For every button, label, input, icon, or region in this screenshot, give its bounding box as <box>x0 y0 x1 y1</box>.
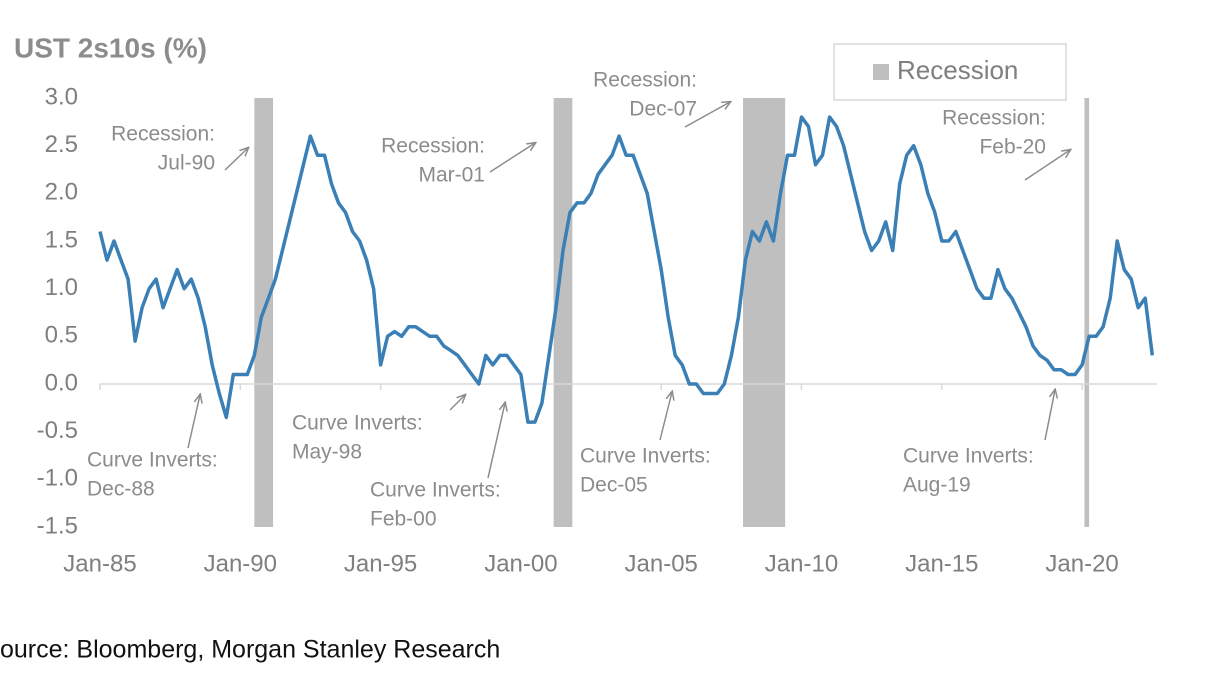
annotation-arrow <box>1044 390 1055 441</box>
annotation-arrow <box>489 143 535 173</box>
annotation: Recession: <box>942 107 1046 130</box>
annotation: Recession: <box>381 135 485 158</box>
annotation: Dec-07 <box>629 98 697 121</box>
legend-swatch <box>873 64 889 80</box>
legend-label: Recession <box>897 55 1018 85</box>
annotation: Curve Inverts: <box>87 449 218 472</box>
x-tick-label: Jan-95 <box>344 550 417 577</box>
annotation-arrow <box>487 403 505 479</box>
annotation: Curve Inverts: <box>903 445 1034 468</box>
annotation: Feb-20 <box>979 136 1046 159</box>
annotation: Dec-05 <box>580 474 648 497</box>
annotation-arrow <box>684 102 730 128</box>
y-tick-label: 0.0 <box>45 369 78 396</box>
annotation: Aug-19 <box>903 474 971 497</box>
x-tick-label: Jan-15 <box>905 550 978 577</box>
y-tick-label: -0.5 <box>37 417 78 444</box>
annotation: Recession: <box>593 69 697 92</box>
annotation: May-98 <box>292 441 362 464</box>
x-tick-label: Jan-10 <box>765 550 838 577</box>
y-tick-label: -1.0 <box>37 465 78 492</box>
data-line <box>98 115 1155 424</box>
y-tick-label: 3.0 <box>45 83 78 110</box>
recession-band <box>743 98 786 527</box>
annotation-arrow <box>449 395 465 411</box>
annotation-arrow <box>224 148 248 171</box>
annotation: Recession: <box>111 123 215 146</box>
x-tick-label: Jan-20 <box>1045 550 1118 577</box>
annotation-arrow <box>1024 150 1070 181</box>
annotation: Dec-88 <box>87 478 155 501</box>
legend: Recession <box>833 43 1067 101</box>
legend-box <box>833 43 1067 101</box>
y-tick-label: 1.0 <box>45 274 78 301</box>
annotation: Curve Inverts: <box>580 445 711 468</box>
chart-title: UST 2s10s (%) <box>14 32 207 63</box>
source-note: ource: Bloomberg, Morgan Stanley Researc… <box>0 636 500 664</box>
annotation: Curve Inverts: <box>292 412 423 435</box>
y-tick-label: -1.5 <box>37 512 78 539</box>
x-tick-label: Jan-00 <box>484 550 557 577</box>
recession-band <box>553 98 573 527</box>
annotation-arrow <box>187 395 200 449</box>
annotation: Mar-01 <box>418 164 485 187</box>
y-tick-label: 2.0 <box>45 179 78 206</box>
x-tick-label: Jan-90 <box>204 550 277 577</box>
y-tick-label: 2.5 <box>45 131 78 158</box>
y-tick-label: 1.5 <box>45 226 78 253</box>
annotation: Jul-90 <box>158 152 215 175</box>
y-tick-label: 0.5 <box>45 322 78 349</box>
x-tick-label: Jan-85 <box>63 550 136 577</box>
recession-band <box>1084 98 1090 527</box>
annotation: Curve Inverts: <box>370 479 501 502</box>
annotation-arrow <box>659 392 672 441</box>
annotation: Feb-00 <box>370 508 437 531</box>
x-tick-label: Jan-05 <box>625 550 698 577</box>
